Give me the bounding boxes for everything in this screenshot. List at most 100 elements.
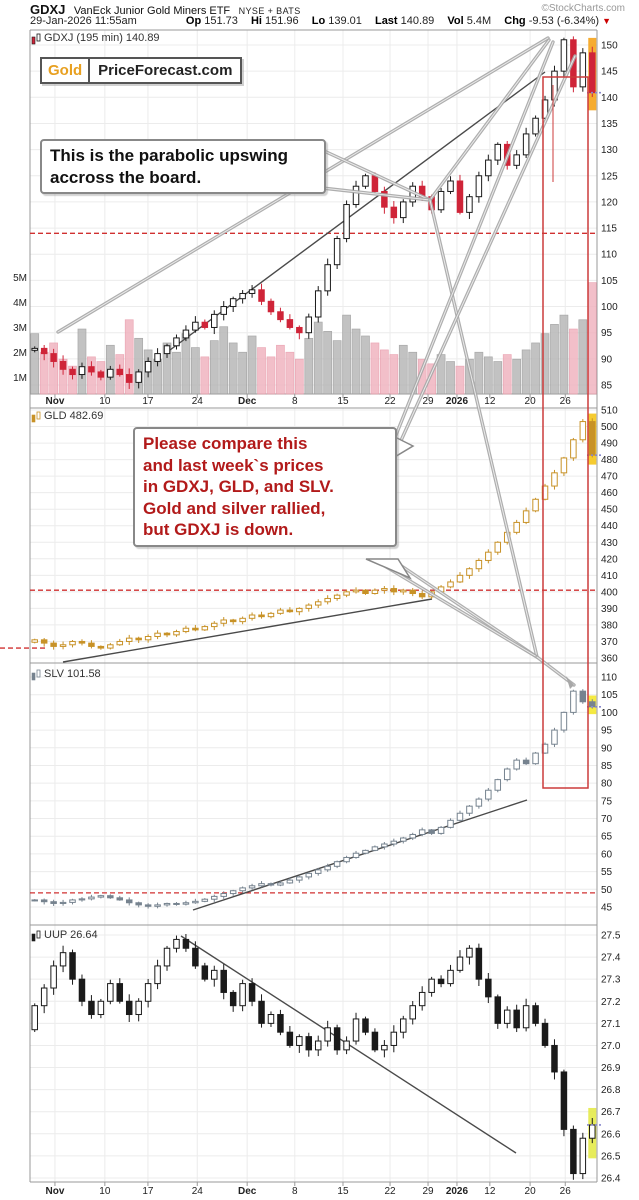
candle [371, 175, 379, 192]
candle [78, 366, 86, 376]
candle [447, 581, 454, 588]
volume-bar [124, 319, 134, 395]
candle [258, 289, 265, 302]
ticker-symbol: GDXJ [30, 2, 66, 17]
candle [428, 829, 435, 834]
y-axis-label: 125 [601, 171, 618, 182]
y-axis-label: 450 [601, 505, 618, 516]
candle [579, 1137, 587, 1175]
candle [475, 798, 483, 807]
low-value: 139.01 [328, 15, 362, 27]
y-axis-label: 370 [601, 637, 618, 648]
candle [116, 640, 124, 646]
candle [456, 812, 464, 821]
candle [163, 902, 171, 906]
candle [503, 1009, 511, 1024]
down-triangle-icon[interactable]: ▼ [602, 16, 612, 26]
trendline [192, 799, 528, 911]
candle [333, 238, 341, 266]
annotation-line: Gold and silver rallied, [143, 498, 326, 518]
candle [371, 1031, 379, 1051]
y-axis-label: 470 [601, 472, 618, 483]
candle [211, 622, 218, 628]
candle [570, 690, 577, 713]
x-axis-label: 24 [192, 396, 204, 407]
open-value: 151.73 [204, 15, 238, 27]
y-axis-label: 390 [601, 604, 618, 615]
candle [400, 589, 407, 593]
y-axis-label: 110 [601, 250, 617, 261]
candle [362, 589, 369, 595]
candle [390, 206, 398, 219]
candle [201, 898, 209, 902]
x-axis-label: 15 [337, 396, 349, 407]
x-axis-label: 26 [560, 1186, 572, 1197]
candle [381, 843, 388, 848]
volume-bar [200, 356, 210, 395]
candle [163, 345, 171, 355]
candle [107, 983, 114, 1002]
x-axis-label: Nov [45, 1186, 64, 1197]
candle [173, 938, 180, 949]
candle [192, 900, 199, 904]
y-axis-label: 65 [601, 832, 613, 843]
header-title-row: GDXJ VanEck Junior Gold Miners ETF NYSE … [30, 1, 633, 19]
x-axis-label: 29 [422, 1186, 434, 1197]
y-axis-label: 460 [601, 488, 618, 499]
candle [390, 840, 398, 845]
candle [173, 631, 180, 636]
y-axis-label: 105 [601, 690, 618, 701]
candle [390, 1031, 398, 1046]
candle [314, 290, 322, 318]
candle [192, 321, 199, 331]
y-axis-label: 410 [601, 571, 618, 582]
candle [570, 439, 577, 459]
candle [447, 819, 454, 828]
candlestick-icon [31, 414, 36, 423]
volume-bar [559, 314, 569, 395]
candle [192, 947, 199, 967]
candle [418, 829, 426, 835]
y-axis-label: 26.6 [601, 1129, 621, 1140]
candle [248, 983, 256, 1002]
y-axis-label: 130 [601, 145, 618, 156]
candle [229, 991, 237, 1007]
candle [381, 1044, 388, 1051]
y-axis-label: 380 [601, 620, 618, 631]
y-axis-label: 140 [601, 93, 618, 104]
y-axis-label: 27.0 [601, 1041, 621, 1052]
candle [277, 311, 284, 321]
candle [229, 298, 237, 308]
candle [522, 759, 530, 765]
callout-line-core [321, 187, 431, 201]
candle [182, 902, 190, 905]
candle [409, 589, 416, 595]
candle [163, 947, 171, 967]
volume-bar [465, 358, 474, 395]
candle [579, 52, 587, 88]
x-axis-label: 17 [142, 396, 154, 407]
candle [447, 180, 454, 192]
candlestick-icon [31, 933, 36, 942]
candle [69, 368, 76, 376]
y-axis-label: 27.1 [601, 1019, 621, 1030]
candle [88, 642, 95, 647]
change-value: -9.53 (-6.34%) [528, 15, 600, 27]
y-axis-label: 135 [601, 119, 618, 130]
stockcharts-copyright-link[interactable]: ©StockCharts.com [541, 3, 625, 14]
candle [437, 826, 445, 834]
y-axis-label: 27.4 [601, 953, 621, 964]
volume-bar [181, 333, 191, 395]
candle [40, 899, 48, 903]
volume-bar [351, 328, 361, 395]
exchange-label: NYSE + BATS [238, 6, 301, 16]
y-axis-label: 80 [601, 779, 613, 790]
volume-bar [531, 342, 540, 395]
candle [154, 965, 161, 985]
candle [456, 180, 464, 213]
candle [220, 893, 227, 897]
candle [371, 589, 379, 595]
y-axis-label: 27.3 [601, 975, 621, 986]
volume-axis-label: 3M [13, 323, 27, 334]
